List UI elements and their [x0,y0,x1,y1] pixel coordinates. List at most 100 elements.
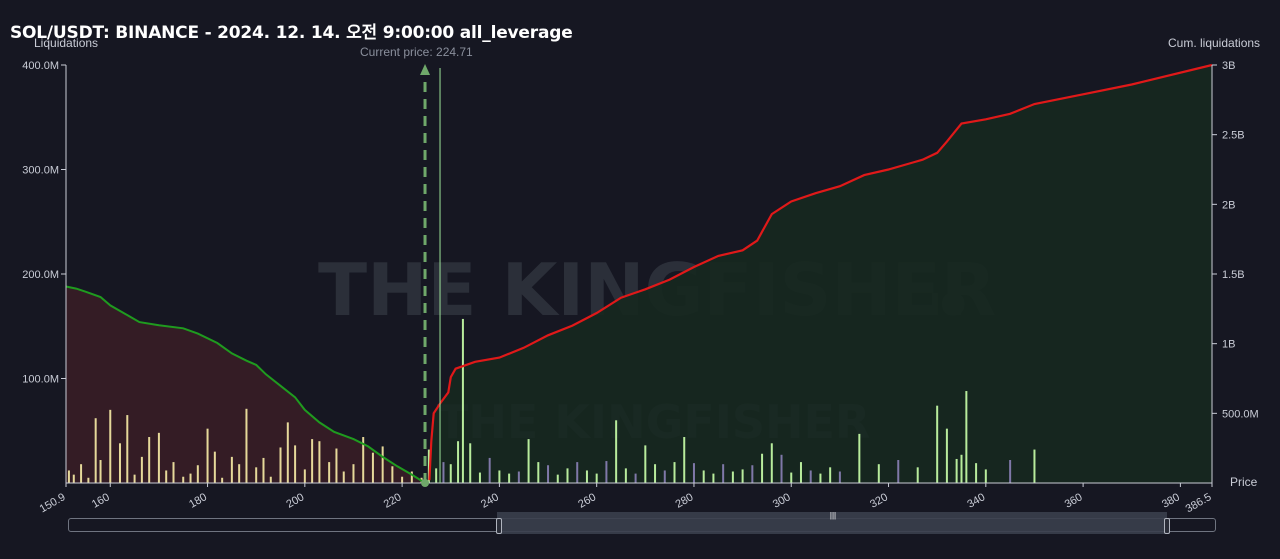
liquidation-bar [238,464,241,483]
liquidation-bar [838,471,841,483]
liquidation-bar [189,473,192,483]
liquidation-bar [230,456,233,483]
liquidation-bar [960,454,963,483]
liquidation-bar [683,437,686,483]
liquidation-bar [517,471,520,483]
liquidation-bar [809,470,812,483]
liquidation-bar [381,446,384,483]
y2-tick-label: 1.5B [1222,269,1245,281]
liquidation-bar [478,472,481,483]
liquidation-bar [182,476,185,483]
liquidation-bar [945,428,948,483]
x-tick-label: 280 [674,491,696,511]
liquidation-bar [196,465,199,483]
liquidation-bar [975,463,978,483]
current-price-label: Current price: 224.71 [360,45,473,59]
liquidation-bar [157,432,160,483]
liquidation-bar [94,418,97,483]
x-tick-label: 180 [187,491,209,511]
liquidation-bar [80,464,83,483]
liquidation-bar [172,462,175,483]
liquidation-bar [537,462,540,483]
liquidation-bar [692,463,695,483]
right-axis-name: Cum. liquidations [1168,36,1261,50]
liquidation-bar [286,422,289,483]
liquidation-bar [936,405,939,483]
liquidation-bar [761,453,764,483]
liquidation-bar [819,473,822,483]
liquidation-bar [342,471,345,483]
liquidation-bar [605,461,608,483]
liquidation-bar [294,445,297,483]
liquidation-bar [780,454,783,483]
liquidation-bar [508,473,511,483]
liquidation-bar [877,464,880,483]
short-cum-line [65,285,426,484]
liquidation-bar [410,471,413,483]
liquidation-bar [401,476,404,483]
liquidation-bar [556,474,559,483]
liquidation-bar [897,460,900,483]
liquidation-bar [547,465,550,483]
y2-tick-label: 2.5B [1222,130,1245,142]
y2-tick-label: 3B [1222,60,1235,72]
x-tick-label: 340 [965,491,987,511]
x-tick-label: 240 [479,491,501,511]
y-tick-label: 400.0M [22,60,59,72]
liquidation-bar [435,468,438,483]
liquidation-bar [269,476,272,483]
zoom-selected-range[interactable] [497,512,1167,534]
liquidation-bar [498,470,501,483]
zoom-right-handle[interactable] [1164,518,1170,534]
liquidation-bar [133,474,136,483]
liquidation-bar [634,473,637,483]
liquidation-bar [165,470,168,483]
liquidation-bar [702,470,705,483]
liquidation-bar [624,468,627,483]
liquidation-bar [457,441,460,483]
liquidation-bar [371,452,374,483]
liquidation-bar [221,477,224,483]
liquidation-bar [72,474,75,483]
liquidation-bar [328,462,331,483]
liquidation-bar [109,409,112,483]
x-tick-label: 300 [771,491,793,511]
liquidation-bar [829,467,832,483]
x-tick-label: 200 [284,491,306,511]
left-axis-name: Liquidations [34,36,99,50]
liquidation-bar [362,437,365,483]
zoom-left-handle[interactable] [496,518,502,534]
x-tick-label: 150.9 [38,491,68,515]
liquidation-bar [461,318,464,483]
liquidation-bar [770,443,773,483]
liquidation-bar [469,443,472,483]
liquidation-bar [585,470,588,483]
liquidation-bar [790,472,793,483]
liquidation-bar [318,441,321,483]
liquidation-bar [87,477,90,483]
liquidation-bar [965,391,968,483]
x-tick-label: 260 [576,491,598,511]
zoom-grip-icon[interactable]: ||| [829,511,837,520]
x-tick-label: 386.5 [1184,491,1214,515]
liquidation-bar [984,469,987,483]
x-tick-label: 360 [1063,491,1085,511]
liquidation-bar [576,462,579,483]
liquidation-bar [488,457,491,483]
liquidation-bar [595,473,598,483]
liquidation-bar [213,451,216,483]
long-cum-area [429,65,1212,483]
y-tick-label: 200.0M [22,269,59,281]
liquidation-bar [566,468,569,483]
liquidation-bar [140,456,143,483]
liquidation-bar [654,464,657,483]
liquidation-bar [741,469,744,483]
liquidation-bar [644,445,647,483]
liquidation-bar [442,462,445,483]
liquidation-bar [118,443,121,483]
current-price-arrow-icon [420,64,431,75]
short-cum-area [66,286,425,483]
x-tick-label: 320 [868,491,890,511]
current-price-dot [421,479,430,487]
